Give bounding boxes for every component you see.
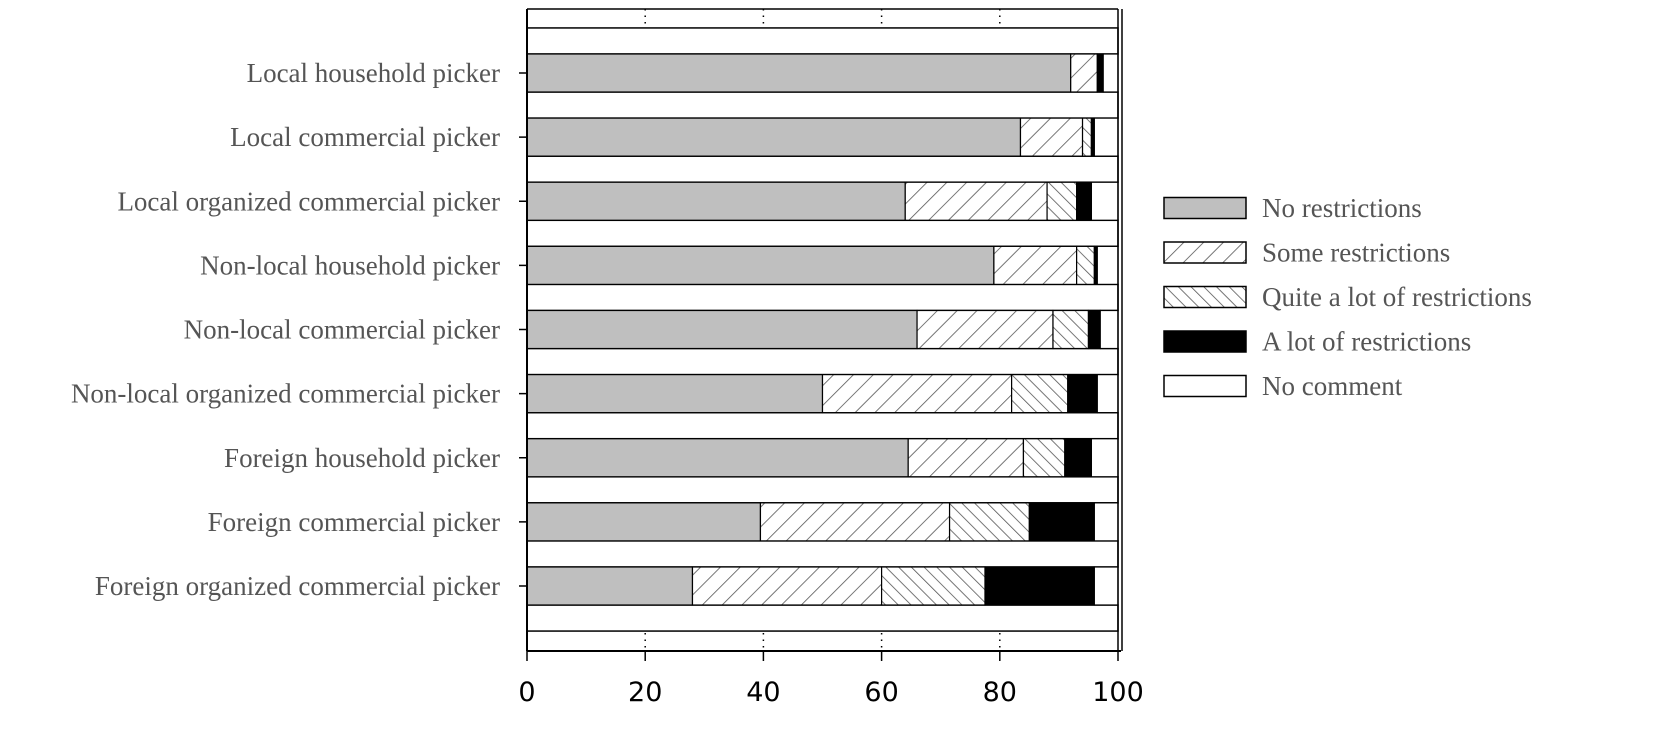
separator-bar xyxy=(526,91,1119,119)
separator-bar xyxy=(526,347,1119,376)
bar-segment xyxy=(1090,438,1119,478)
separator-bar xyxy=(526,411,1119,440)
separator-bar xyxy=(526,219,1119,248)
separator-bar xyxy=(526,540,1119,568)
bar-segment xyxy=(526,309,918,350)
legend-swatch xyxy=(1163,374,1247,398)
separator-bar xyxy=(526,476,1119,504)
bar-segment xyxy=(993,245,1078,285)
category-label: Local household picker xyxy=(247,58,500,88)
bar-segment xyxy=(1070,53,1098,93)
x-tick-label: 100 xyxy=(1092,677,1144,708)
bar-segment xyxy=(1096,374,1119,414)
legend-label: Quite a lot of restrictions xyxy=(1262,282,1532,312)
bars xyxy=(526,27,1119,632)
bar-segment xyxy=(880,566,986,606)
bar-segment xyxy=(1096,245,1119,285)
bar-segment xyxy=(907,438,1025,478)
bar-segment xyxy=(1011,374,1069,414)
category-label: Non-local organized commercial picker xyxy=(71,379,500,409)
category-labels: Local household picker Local commercial p… xyxy=(71,58,527,601)
legend-label: Some restrictions xyxy=(1262,238,1450,268)
legend-label: No comment xyxy=(1262,371,1403,401)
category-label: Foreign household picker xyxy=(224,443,500,473)
x-tick-label: 40 xyxy=(746,677,780,708)
category-label: Local organized commercial picker xyxy=(117,186,500,216)
bar-segment xyxy=(526,245,995,285)
legend-label: A lot of restrictions xyxy=(1262,327,1471,357)
bar-segment xyxy=(1096,53,1104,93)
bar-segment xyxy=(526,117,1022,157)
bar-segment xyxy=(904,181,1048,221)
bar-segment xyxy=(1102,53,1119,93)
bar-segment xyxy=(1076,181,1093,221)
x-tick-label: 0 xyxy=(518,677,535,708)
x-axis: 0 20 40 60 80 100 xyxy=(518,651,1144,708)
bar-segment xyxy=(948,502,1030,542)
separator-bar xyxy=(526,155,1119,183)
bar-segment xyxy=(1081,117,1093,157)
x-tick-label: 20 xyxy=(628,677,662,708)
bar-segment xyxy=(1099,309,1119,350)
bar-segment xyxy=(526,502,762,542)
x-tick-label: 60 xyxy=(864,677,898,708)
legend-label: No restrictions xyxy=(1262,193,1422,223)
bar-segment xyxy=(1093,502,1119,542)
category-label: Foreign commercial picker xyxy=(208,507,500,537)
separator-bar xyxy=(526,283,1119,312)
separator-bar xyxy=(526,604,1119,632)
legend-swatch xyxy=(1163,330,1247,353)
category-label: Foreign organized commercial picker xyxy=(95,571,500,601)
bar-segment xyxy=(526,438,909,478)
bar-segment xyxy=(691,566,883,606)
bar-segment xyxy=(759,502,951,542)
legend-swatch xyxy=(1163,196,1247,220)
bar-segment xyxy=(1067,374,1098,414)
bar-segment xyxy=(916,309,1054,350)
bar-segment xyxy=(1022,438,1066,478)
bar-segment xyxy=(526,181,906,221)
bar-segment xyxy=(1090,181,1119,221)
bar-segment xyxy=(1093,566,1119,606)
bar-segment xyxy=(526,566,694,606)
bar-segment xyxy=(526,53,1072,93)
bar-segment xyxy=(1052,309,1090,350)
bar-segment xyxy=(984,566,1095,606)
x-tick-label: 80 xyxy=(983,677,1017,708)
bar-segment xyxy=(1064,438,1093,478)
legend: No restrictions Some restrictions Quite a … xyxy=(1163,193,1532,401)
legend-swatch xyxy=(1163,241,1247,264)
category-label: Non-local household picker xyxy=(200,250,500,280)
separator-bar xyxy=(526,27,1119,55)
bar-segment xyxy=(1087,309,1101,350)
legend-swatch xyxy=(1163,285,1247,309)
bar-segment xyxy=(1019,117,1084,157)
category-label: Local commercial picker xyxy=(230,122,500,152)
bar-segment xyxy=(1046,181,1078,221)
bar-segment xyxy=(821,374,1013,414)
bar-segment xyxy=(526,374,824,414)
bar-segment xyxy=(1076,245,1095,285)
bar-segment xyxy=(1028,502,1095,542)
category-label: Non-local commercial picker xyxy=(184,315,500,345)
bar-segment xyxy=(1093,117,1119,157)
